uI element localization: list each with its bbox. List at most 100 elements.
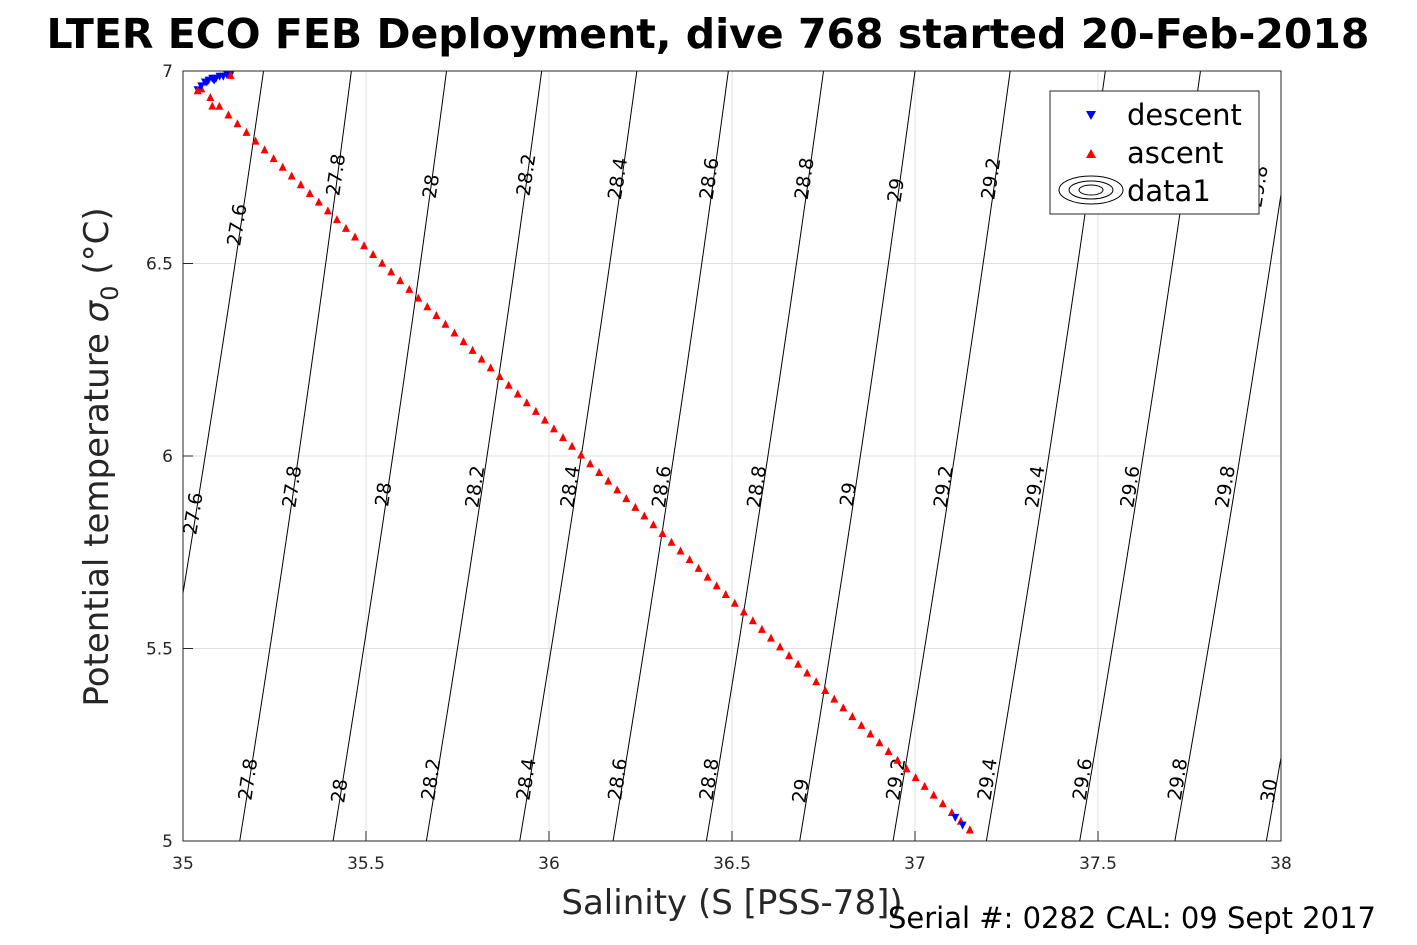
- contour-label: 29: [836, 481, 861, 508]
- ascent-marker: [776, 642, 785, 651]
- ascent-marker: [414, 293, 423, 302]
- ascent-marker: [902, 764, 911, 773]
- contour-label: 28: [419, 173, 444, 200]
- ascent-marker: [649, 520, 658, 529]
- ascent-marker: [938, 799, 947, 808]
- ascent-marker: [929, 790, 938, 799]
- ascent-marker: [432, 311, 441, 320]
- ascent-marker: [193, 86, 202, 95]
- ascent-marker: [757, 624, 766, 633]
- ascent-marker: [323, 206, 332, 215]
- ascent-marker: [712, 581, 721, 590]
- ascent-marker: [658, 529, 667, 537]
- y-tick-label: 5.5: [146, 640, 173, 660]
- legend-descent-label: descent: [1127, 98, 1242, 132]
- y-axis-label-sub: 0: [96, 285, 124, 300]
- ascent-marker: [296, 180, 305, 189]
- ascent-marker: [468, 345, 477, 354]
- ascent-marker: [513, 389, 522, 398]
- ascent-marker: [208, 101, 217, 110]
- ascent-marker: [703, 572, 712, 581]
- ascent-marker: [351, 232, 360, 241]
- x-axis-label: Salinity (S [PSS-78]): [561, 883, 902, 923]
- contour-label: 30: [1257, 777, 1283, 804]
- x-tick-label: 38: [1270, 854, 1292, 874]
- ascent-marker: [866, 729, 875, 738]
- descent-marker: [951, 813, 960, 822]
- ascent-marker: [224, 110, 233, 119]
- ascent-marker: [531, 406, 540, 415]
- isopycnal-27.8: [239, 71, 352, 841]
- ascent-marker: [911, 773, 920, 782]
- ascent-marker: [549, 424, 558, 433]
- isopycnal-28.8: [705, 71, 824, 841]
- ascent-marker: [278, 162, 287, 171]
- ascent-marker: [631, 502, 640, 511]
- ascent-marker: [441, 319, 450, 328]
- ascent-marker: [233, 119, 242, 128]
- ascent-marker: [640, 511, 649, 520]
- ascent-marker: [803, 668, 812, 677]
- y-tick-labels: 5 5.5 6 6.5 7: [146, 62, 173, 852]
- serial-cal-footer: Serial #: 0282 CAL: 09 Sept 2017: [888, 901, 1376, 935]
- ascent-marker: [730, 598, 739, 607]
- ascent-marker: [884, 746, 893, 755]
- chart-title: LTER ECO FEB Deployment, dive 768 starte…: [47, 10, 1370, 58]
- legend-data1-marker: [1058, 175, 1124, 205]
- ascent-marker: [486, 363, 495, 372]
- ascent-marker: [794, 659, 803, 668]
- isopycnal-28.6: [612, 71, 729, 841]
- ascent-marker: [568, 441, 577, 450]
- ascent-marker: [667, 537, 676, 546]
- y-tick-label: 6: [162, 447, 173, 467]
- ascent-marker: [821, 685, 830, 694]
- axes-box: [182, 70, 1282, 842]
- legend-ascent-label: ascent: [1127, 136, 1223, 170]
- ascent-marker: [504, 380, 513, 389]
- ascent-marker: [305, 188, 314, 197]
- ascent-marker: [595, 467, 604, 476]
- legend-descent-marker: [1086, 111, 1096, 120]
- y-axis-label: Potential temperature σ0 (°C): [77, 207, 124, 706]
- isopycnal-28.2: [425, 71, 543, 841]
- ascent-marker: [721, 590, 730, 599]
- ascent-marker: [694, 563, 703, 572]
- isopycnal-29.2: [892, 71, 1011, 841]
- ascent-marker: [613, 485, 622, 494]
- ascent-marker: [812, 677, 821, 686]
- legend-box: [1049, 90, 1260, 215]
- isopycnal-27.6: [183, 71, 265, 597]
- ascent-marker: [893, 755, 902, 764]
- ascent-marker: [766, 633, 775, 642]
- ascent-marker: [540, 415, 549, 424]
- ascent-marker: [848, 712, 857, 721]
- ascent-marker: [260, 145, 269, 154]
- ascent-marker: [875, 738, 884, 747]
- isopycnal-28: [332, 71, 448, 841]
- y-tick-label: 7: [162, 62, 173, 82]
- contour-label: 28: [327, 777, 352, 804]
- ascent-marker: [269, 154, 278, 163]
- legend-data1-label: data1: [1127, 174, 1211, 208]
- ascent-marker: [785, 651, 794, 660]
- y-tick-label: 5: [162, 832, 173, 852]
- legend: descent ascent data1: [1049, 90, 1260, 215]
- ascent-marker: [226, 70, 235, 79]
- ascent-marker: [423, 302, 432, 311]
- ascent-marker: [360, 241, 369, 250]
- ascent-marker: [685, 555, 694, 564]
- ascent-marker: [314, 197, 323, 206]
- isopycnal-29: [799, 71, 916, 841]
- x-tick-label: 36: [538, 854, 560, 874]
- ascent-marker: [830, 694, 839, 703]
- ascent-marker: [396, 276, 405, 285]
- ascent-marker: [477, 354, 486, 363]
- ascent-marker: [495, 372, 504, 381]
- isopycnal-29.8: [1174, 190, 1281, 841]
- x-tick-label: 35: [172, 854, 194, 874]
- ascent-marker: [405, 284, 414, 293]
- contour-label: 29: [884, 177, 909, 204]
- y-tick-label: 6.5: [146, 255, 173, 275]
- ascent-marker: [586, 459, 595, 468]
- y-axis-label-main: Potential temperature: [77, 322, 117, 706]
